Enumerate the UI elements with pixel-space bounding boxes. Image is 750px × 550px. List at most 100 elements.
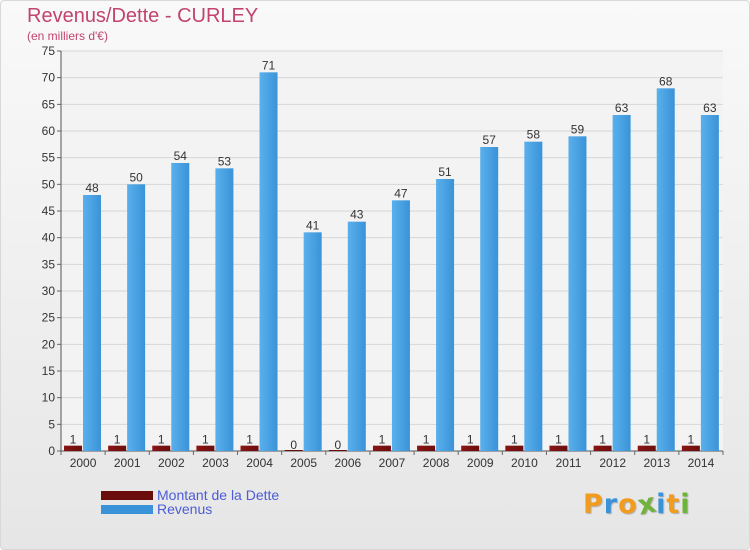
x-tick-label: 2000 [70,456,97,470]
x-tick-label: 2005 [290,456,317,470]
bar-revenue [656,88,675,451]
data-label-debt: 1 [555,433,562,447]
y-tick-label: 5 [48,417,55,431]
x-tick-label: 2009 [467,456,494,470]
legend-item-debt: Montant de la Dette [101,487,279,503]
bar-debt [505,445,524,451]
logo-letter: P [583,489,604,520]
chart-title: Revenus/Dette - CURLEY [27,5,259,27]
data-label-debt: 0 [290,438,297,452]
x-tick-label: 2010 [511,456,538,470]
bar-revenue [215,168,234,452]
x-tick-label: 2003 [202,456,229,470]
data-label-revenue: 71 [262,58,276,72]
x-tick-label: 2013 [643,456,670,470]
y-tick-label: 20 [42,337,56,351]
bar-revenue [700,115,719,451]
x-tick-label: 2011 [556,456,582,470]
bar-debt [681,445,700,451]
data-label-revenue: 63 [615,101,629,115]
y-tick-label: 55 [42,151,56,165]
x-tick-label: 2014 [688,456,715,470]
data-label-revenue: 41 [306,218,320,232]
bar-debt [240,445,259,451]
y-tick-label: 30 [42,284,56,298]
data-label-debt: 1 [643,433,650,447]
data-label-revenue: 51 [438,165,452,179]
data-label-revenue: 54 [174,149,188,163]
y-tick-label: 0 [48,444,55,458]
data-label-revenue: 43 [350,208,364,222]
y-tick-label: 65 [42,97,56,111]
logo-letter: r [603,489,619,520]
legend-label-revenue: Revenus [157,501,213,517]
x-tick-label: 2002 [158,456,185,470]
data-label-debt: 1 [202,433,209,447]
x-tick-label: 2012 [599,456,626,470]
data-label-revenue: 50 [129,170,143,184]
bar-revenue [303,232,322,451]
y-tick-label: 75 [42,44,56,58]
legend-swatch-revenue [101,504,153,514]
data-label-debt: 1 [114,433,121,447]
logo-letter: i [680,489,691,520]
logo-letter: i [656,489,667,520]
bar-debt [417,445,436,451]
data-label-revenue: 48 [85,181,99,195]
bar-revenue [436,179,455,451]
data-label-debt: 1 [379,433,386,447]
bar-debt [64,445,82,451]
proxiti-logo: Proxiti [583,487,691,521]
bar-revenue [568,136,587,452]
x-tick-label: 2006 [335,456,362,470]
bar-debt [108,445,127,451]
data-label-debt: 1 [688,433,695,447]
y-tick-label: 10 [42,391,56,405]
y-tick-label: 45 [42,204,56,218]
bar-debt [637,445,656,451]
data-label-revenue: 68 [659,74,673,88]
bar-revenue [259,72,278,451]
data-label-revenue: 47 [394,186,408,200]
bar-revenue [391,200,410,451]
bar-debt [461,445,480,451]
x-tick-label: 2007 [379,456,406,470]
data-label-revenue: 59 [571,122,585,136]
bar-debt [372,445,391,451]
x-tick-label: 2008 [423,456,450,470]
data-label-debt: 1 [511,433,518,447]
data-label-debt: 1 [599,433,606,447]
data-label-revenue: 57 [483,133,497,147]
legend-item-revenue: Revenus [101,501,212,517]
bar-debt [284,450,303,451]
data-label-revenue: 53 [218,154,232,168]
bar-debt [549,445,568,451]
data-label-debt: 0 [334,438,341,452]
bar-debt [328,450,347,451]
y-tick-label: 50 [42,177,56,191]
data-label-revenue: 58 [527,128,541,142]
data-label-revenue: 63 [703,101,717,115]
y-tick-label: 35 [42,257,56,271]
legend-swatch-debt [101,490,153,500]
logo-letter: o [618,489,638,520]
data-label-debt: 1 [423,433,430,447]
x-tick-label: 2004 [246,456,273,470]
bar-debt [593,445,612,451]
data-label-debt: 1 [70,433,77,447]
y-tick-label: 70 [42,71,56,85]
x-tick-label: 2001 [114,456,141,470]
bar-revenue [524,141,543,451]
y-tick-label: 25 [42,311,56,325]
data-label-debt: 1 [158,433,165,447]
y-tick-label: 40 [42,231,56,245]
bar-revenue [171,163,190,451]
bar-revenue [127,184,146,452]
y-tick-label: 60 [42,124,56,138]
chart-subtitle: (en milliers d'€) [27,29,108,43]
data-label-debt: 1 [246,433,253,447]
data-label-debt: 1 [467,433,474,447]
logo-letter: t [666,489,681,520]
